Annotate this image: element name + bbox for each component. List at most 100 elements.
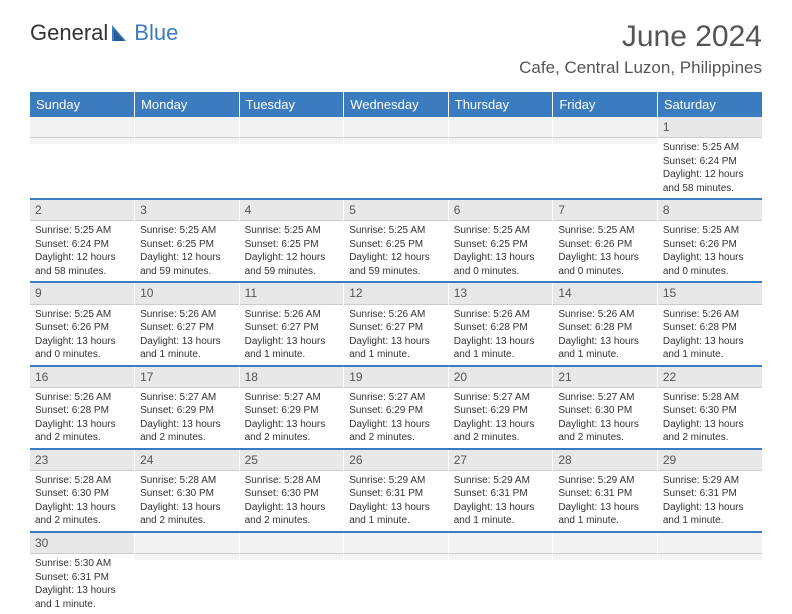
sunrise-line: Sunrise: 5:28 AM [140, 474, 234, 488]
day-body: Sunrise: 5:29 AMSunset: 6:31 PMDaylight:… [553, 471, 657, 531]
day-number: 24 [135, 450, 239, 471]
day-cell: 2Sunrise: 5:25 AMSunset: 6:24 PMDaylight… [30, 199, 135, 282]
sunrise-line: Sunrise: 5:26 AM [663, 308, 757, 322]
day-number: 15 [658, 283, 762, 304]
sunrise-line: Sunrise: 5:25 AM [349, 224, 443, 238]
day-number-empty [553, 533, 657, 554]
daylight-line: Daylight: 13 hours and 1 minute. [140, 335, 234, 362]
daylight-line: Daylight: 13 hours and 2 minutes. [245, 501, 339, 528]
day-number-empty [135, 533, 239, 554]
sunrise-line: Sunrise: 5:28 AM [245, 474, 339, 488]
sunrise-line: Sunrise: 5:27 AM [245, 391, 339, 405]
day-number-empty [344, 117, 448, 138]
day-number: 4 [240, 200, 344, 221]
sunrise-line: Sunrise: 5:29 AM [663, 474, 757, 488]
sunset-line: Sunset: 6:30 PM [558, 404, 652, 418]
day-body: Sunrise: 5:25 AMSunset: 6:25 PMDaylight:… [449, 221, 553, 281]
daylight-line: Daylight: 13 hours and 1 minute. [663, 501, 757, 528]
sunset-line: Sunset: 6:31 PM [558, 487, 652, 501]
day-body-empty [449, 554, 553, 560]
day-cell: 24Sunrise: 5:28 AMSunset: 6:30 PMDayligh… [135, 449, 240, 532]
sunset-line: Sunset: 6:31 PM [349, 487, 443, 501]
sunset-line: Sunset: 6:26 PM [35, 321, 129, 335]
daylight-line: Daylight: 13 hours and 2 minutes. [35, 501, 129, 528]
day-cell: 14Sunrise: 5:26 AMSunset: 6:28 PMDayligh… [553, 282, 658, 365]
sunrise-line: Sunrise: 5:27 AM [454, 391, 548, 405]
daylight-line: Daylight: 13 hours and 2 minutes. [558, 418, 652, 445]
sunset-line: Sunset: 6:29 PM [245, 404, 339, 418]
day-cell: 26Sunrise: 5:29 AMSunset: 6:31 PMDayligh… [344, 449, 449, 532]
day-body: Sunrise: 5:29 AMSunset: 6:31 PMDaylight:… [449, 471, 553, 531]
day-number-empty [30, 117, 134, 138]
day-cell: 5Sunrise: 5:25 AMSunset: 6:25 PMDaylight… [344, 199, 449, 282]
sunset-line: Sunset: 6:28 PM [454, 321, 548, 335]
day-body: Sunrise: 5:25 AMSunset: 6:24 PMDaylight:… [658, 138, 762, 198]
header: General Blue June 2024 Cafe, Central Luz… [0, 0, 792, 86]
day-number-empty [240, 117, 344, 138]
weekday-header: Thursday [448, 92, 553, 117]
week-row: 9Sunrise: 5:25 AMSunset: 6:26 PMDaylight… [30, 282, 762, 365]
day-body: Sunrise: 5:27 AMSunset: 6:29 PMDaylight:… [449, 388, 553, 448]
sunset-line: Sunset: 6:24 PM [35, 238, 129, 252]
sunrise-line: Sunrise: 5:29 AM [558, 474, 652, 488]
sunrise-line: Sunrise: 5:26 AM [454, 308, 548, 322]
day-cell: 29Sunrise: 5:29 AMSunset: 6:31 PMDayligh… [657, 449, 762, 532]
day-number-empty [449, 533, 553, 554]
day-cell [135, 117, 240, 199]
weekday-header-row: Sunday Monday Tuesday Wednesday Thursday… [30, 92, 762, 117]
sunrise-line: Sunrise: 5:28 AM [663, 391, 757, 405]
sunrise-line: Sunrise: 5:26 AM [245, 308, 339, 322]
day-body-empty [553, 138, 657, 144]
day-cell [553, 117, 658, 199]
day-cell [239, 117, 344, 199]
daylight-line: Daylight: 13 hours and 0 minutes. [454, 251, 548, 278]
daylight-line: Daylight: 13 hours and 1 minute. [454, 501, 548, 528]
sunset-line: Sunset: 6:30 PM [35, 487, 129, 501]
daylight-line: Daylight: 13 hours and 2 minutes. [140, 501, 234, 528]
daylight-line: Daylight: 13 hours and 0 minutes. [663, 251, 757, 278]
day-number: 10 [135, 283, 239, 304]
day-cell: 11Sunrise: 5:26 AMSunset: 6:27 PMDayligh… [239, 282, 344, 365]
day-cell: 1Sunrise: 5:25 AMSunset: 6:24 PMDaylight… [657, 117, 762, 199]
logo-text-2: Blue [134, 20, 178, 46]
month-title: June 2024 [519, 20, 762, 54]
daylight-line: Daylight: 13 hours and 1 minute. [558, 335, 652, 362]
daylight-line: Daylight: 13 hours and 1 minute. [663, 335, 757, 362]
day-body-empty [240, 138, 344, 144]
day-cell: 17Sunrise: 5:27 AMSunset: 6:29 PMDayligh… [135, 366, 240, 449]
day-body-empty [30, 138, 134, 144]
day-number-empty [240, 533, 344, 554]
sunrise-line: Sunrise: 5:25 AM [140, 224, 234, 238]
sunset-line: Sunset: 6:25 PM [140, 238, 234, 252]
sunset-line: Sunset: 6:31 PM [454, 487, 548, 501]
day-number-empty [344, 533, 448, 554]
day-cell [135, 532, 240, 614]
day-cell: 9Sunrise: 5:25 AMSunset: 6:26 PMDaylight… [30, 282, 135, 365]
day-cell: 28Sunrise: 5:29 AMSunset: 6:31 PMDayligh… [553, 449, 658, 532]
sunset-line: Sunset: 6:27 PM [245, 321, 339, 335]
day-number: 13 [449, 283, 553, 304]
day-number: 5 [344, 200, 448, 221]
day-number: 1 [658, 117, 762, 138]
day-cell [553, 532, 658, 614]
sunrise-line: Sunrise: 5:29 AM [454, 474, 548, 488]
day-cell: 6Sunrise: 5:25 AMSunset: 6:25 PMDaylight… [448, 199, 553, 282]
day-cell: 20Sunrise: 5:27 AMSunset: 6:29 PMDayligh… [448, 366, 553, 449]
day-number: 14 [553, 283, 657, 304]
day-number: 7 [553, 200, 657, 221]
day-number: 23 [30, 450, 134, 471]
daylight-line: Daylight: 13 hours and 2 minutes. [663, 418, 757, 445]
day-body: Sunrise: 5:25 AMSunset: 6:24 PMDaylight:… [30, 221, 134, 281]
sunset-line: Sunset: 6:25 PM [245, 238, 339, 252]
day-cell: 22Sunrise: 5:28 AMSunset: 6:30 PMDayligh… [657, 366, 762, 449]
day-number: 17 [135, 367, 239, 388]
logo-sail-icon [110, 23, 132, 43]
sunset-line: Sunset: 6:24 PM [663, 155, 757, 169]
day-cell: 27Sunrise: 5:29 AMSunset: 6:31 PMDayligh… [448, 449, 553, 532]
weekday-header: Friday [553, 92, 658, 117]
weekday-header: Tuesday [239, 92, 344, 117]
day-cell: 23Sunrise: 5:28 AMSunset: 6:30 PMDayligh… [30, 449, 135, 532]
day-cell: 18Sunrise: 5:27 AMSunset: 6:29 PMDayligh… [239, 366, 344, 449]
daylight-line: Daylight: 13 hours and 1 minute. [245, 335, 339, 362]
day-body: Sunrise: 5:25 AMSunset: 6:25 PMDaylight:… [135, 221, 239, 281]
